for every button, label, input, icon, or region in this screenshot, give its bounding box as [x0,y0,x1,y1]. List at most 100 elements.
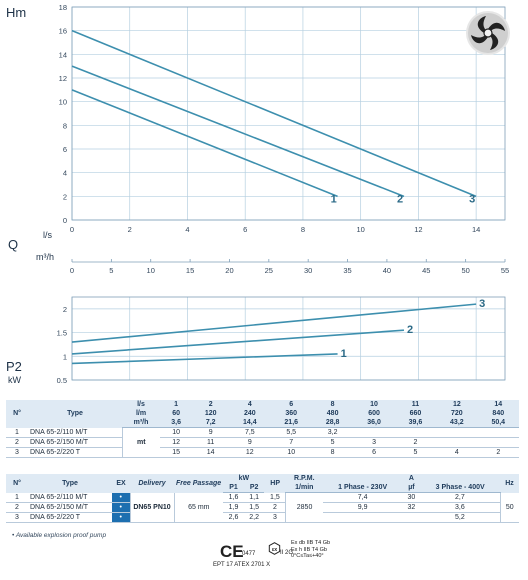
head-cell: 11 [192,437,230,448]
row-no: 1 [6,427,28,438]
flow-ls-cell: 12 [436,400,478,409]
y-tick-label: 4 [63,169,67,178]
flow-m3h-row: m³/h 3,6 7,2 14,4 21,6 28,8 36,0 39,6 43… [6,418,519,428]
x-tick-label: 45 [422,266,430,275]
x-tick-label: 5 [109,266,113,275]
flow-m3h-cell: 43,2 [436,418,478,428]
x-tick-label: 2 [128,225,132,234]
flow-m3h-cell: 39,6 [394,418,437,428]
x-tick-label: 20 [225,266,233,275]
series-label-2: 2 [397,193,403,205]
series-label-3: 3 [469,193,475,205]
impeller-icon [466,11,510,55]
table-row: 1 DNA 65-2/110 M/T • DN65 PN10 65 mm 1,6… [6,492,519,523]
flow-m3h-cell: 21,6 [270,418,312,428]
head-cell: 2 [394,437,437,448]
head-cell [436,427,478,438]
delivery-cell: DN65 PN10 [129,492,174,523]
flow-ls-cell: 4 [229,400,271,409]
head-cell: 15 [160,447,193,458]
head-cell [477,437,519,448]
flow-ls-cell: 10 [353,400,395,409]
x-tick-label: 55 [501,266,509,275]
y-tick-label: 1 [63,352,67,361]
passage-cell: 65 mm [173,492,224,523]
flow-m3h-cell: 50,4 [477,418,519,428]
flow-m3h-label: m³/h [36,252,54,262]
atex-marking: Ex db IIB T4 Gb Ex h IIB T4 Gb 0°C≤Ta≤+4… [291,540,330,560]
unit-lm: l/m [122,409,160,418]
atex-line: 0°C≤Ta≤+40° [291,553,324,559]
head-cell: 7 [270,437,312,448]
table-row: 3 DNA 65-2/220 T • 2,6 2,2 3 5,2 [6,512,519,523]
hp-cell: 2 [264,502,286,513]
flow-lm-row: l/m 60 120 240 360 480 600 660 720 840 [6,409,519,418]
ex-dot: • [112,502,130,513]
atex-certificate: EPT 17 ATEX 2701 X [213,562,271,568]
flow-ls-label: l/s [43,230,53,240]
y-tick-label: 14 [59,50,67,59]
flow-lm-cell: 60 [160,409,193,418]
series-line-2 [71,329,405,355]
y-tick-label: 0 [63,216,67,225]
ex-dot: • [112,492,130,503]
amp3-cell: 3,6 [420,502,501,513]
col-3ph-header: 3 Phase - 400V [420,483,501,493]
head-cell: 9 [229,437,271,448]
flow-m3h-cell: 28,8 [311,418,354,428]
head-cell [394,427,437,438]
hp-cell: 3 [264,512,286,523]
col-rpm-header: R.P.M. [285,474,323,483]
x-tick-label: 25 [265,266,273,275]
row-type: DNA 65-2/220 T [28,447,122,458]
p2-cell: 1,5 [243,502,265,513]
power-chart: 0.5 1 1.5 2 1 2 3 [57,296,506,385]
x-tick-label: 40 [383,266,391,275]
amp1-cell: 7,4 [322,492,403,503]
head-cell: 12 [229,447,271,458]
flow-lm-cell: 360 [270,409,312,418]
ce-mark: CE [220,542,244,561]
head-axis-label: Hm [6,5,26,20]
uf-cell: 32 [402,502,421,513]
series-line-2 [71,65,405,198]
flow-m3h-cell: 14,4 [229,418,271,428]
flow-ls-cell: 1 [160,400,193,409]
table-row: 3 DNA 65-2/220 T 15 14 12 10 8 6 5 4 2 [6,447,519,458]
table-row: 2 DNA 65-2/150 M/T 12 11 9 7 5 3 2 [6,437,519,448]
head-cell: 3 [353,437,395,448]
series-label-2: 2 [407,324,413,336]
table-row: 1 DNA 65-2/110 M/T mt 10 9 7,5 5,5 3,2 [6,427,519,458]
x-tick-label: 50 [461,266,469,275]
ex-dot: • [112,512,130,523]
flow-lm-cell: 240 [229,409,271,418]
spec-subheader-row: P1 P2 1/min 1 Phase - 230V µf 3 Phase - … [6,483,519,493]
performance-table: N° Type l/s 1 2 4 6 8 10 11 12 14 l/m 60… [6,400,519,458]
y-tick-label: 6 [63,145,67,154]
head-cell: 5 [311,437,354,448]
col-uf-header: µf [402,483,421,493]
x-tick-label: 12 [414,225,422,234]
p2-cell: 2,2 [243,512,265,523]
row-no: 3 [6,512,28,523]
y-tick-label: 0.5 [57,376,67,385]
explosion-proof-note: • Available explosion proof pump [12,532,107,539]
spec-header-row: N° Type EX Delivery Free Passage kW HP R… [6,474,519,493]
head-cell: 5,5 [270,427,312,438]
col-p2-header: P2 [243,483,265,493]
col-hp-header: HP [264,474,286,493]
row-no: 2 [6,502,28,513]
table-row: 2 DNA 65-2/150 M/T • 1,9 1,5 2 9,9 32 3,… [6,502,519,513]
flow-ls-cell: 2 [192,400,230,409]
row-type: DNA 65-2/150 M/T [28,502,112,513]
plot-frame [71,6,506,221]
flow-ls-row: N° Type l/s 1 2 4 6 8 10 11 12 14 [6,400,519,428]
amp3-cell: 5,2 [420,512,501,523]
head-cell: 10 [160,427,193,438]
spec-table: N° Type EX Delivery Free Passage kW HP R… [6,474,519,523]
col-ex-header: EX [112,474,130,493]
y-tick-label: 2 [63,305,67,314]
p2-cell: 1,1 [243,492,265,503]
flow-lm-cell: 600 [353,409,395,418]
